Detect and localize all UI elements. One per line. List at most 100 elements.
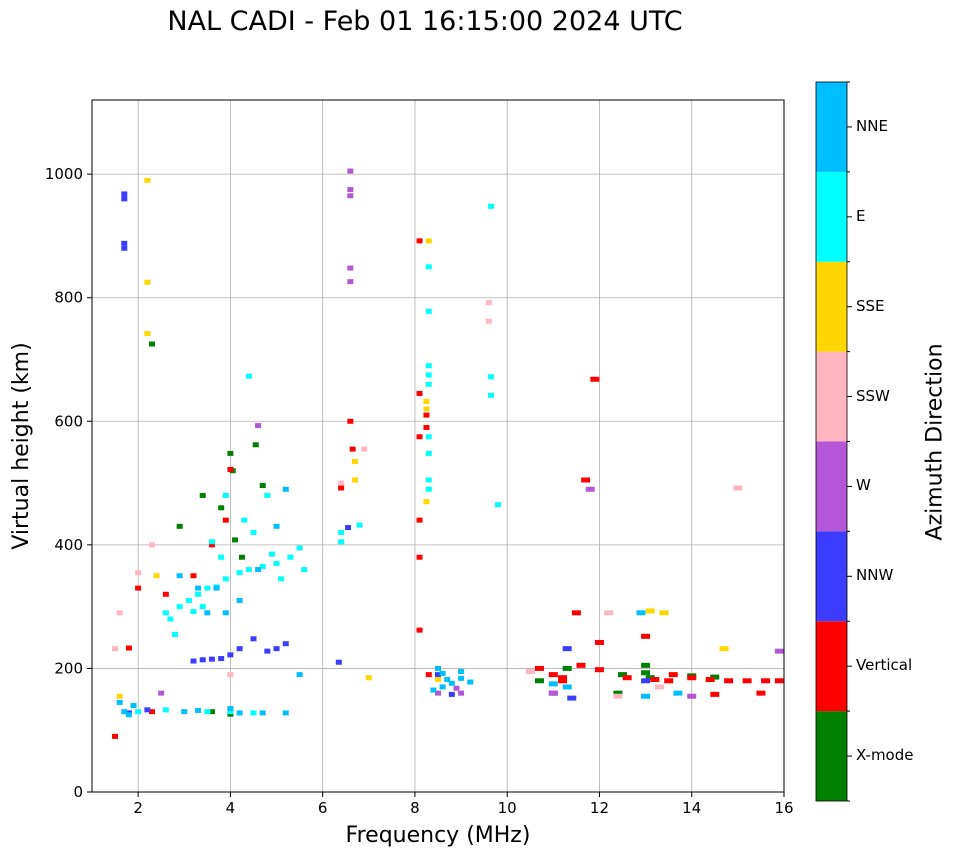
- data-point-e: [195, 591, 202, 597]
- data-point-vertical: [581, 477, 591, 483]
- data-point-nne: [439, 684, 446, 690]
- x-axis-ticks: 2 4 6 8 10 12 14 16: [133, 792, 794, 817]
- data-point-e: [245, 373, 252, 379]
- data-point-e: [176, 604, 183, 610]
- data-point-x-mode: [218, 505, 225, 511]
- data-point-vertical: [416, 434, 423, 440]
- y-axis-ticks: 0 200 400 600 800 1000: [45, 165, 92, 801]
- colorbar-label-e: E: [856, 206, 866, 225]
- data-point-nne: [213, 585, 220, 591]
- data-point-x-mode: [534, 678, 544, 684]
- data-point-vertical: [622, 675, 632, 681]
- data-point-nne: [282, 486, 289, 492]
- data-point-e: [273, 560, 280, 566]
- data-point-vertical: [710, 691, 720, 697]
- data-point-e: [250, 530, 257, 535]
- data-point-sse: [144, 331, 151, 337]
- data-point-nnw: [250, 636, 257, 642]
- data-point-nne: [636, 610, 646, 616]
- data-point-nnw: [435, 672, 441, 678]
- data-point-vertical: [423, 412, 430, 418]
- data-point-ssw: [733, 485, 743, 491]
- data-point-e: [264, 492, 271, 498]
- data-point-nnw: [199, 657, 206, 663]
- data-point-sse: [435, 677, 441, 683]
- data-point-vertical: [774, 678, 784, 684]
- data-point-nne: [259, 710, 266, 716]
- data-point-nnw: [121, 240, 128, 246]
- data-point-vertical: [668, 672, 678, 678]
- data-point-e: [172, 631, 179, 637]
- data-point-e: [425, 363, 432, 369]
- data-point-e: [135, 709, 142, 715]
- data-point-nnw: [236, 646, 243, 652]
- data-point-nne: [236, 710, 243, 716]
- data-point-e: [268, 551, 275, 557]
- data-point-e: [162, 707, 169, 713]
- data-point-ssw: [613, 693, 623, 699]
- data-point-e: [494, 502, 501, 508]
- data-point-ssw: [116, 610, 123, 616]
- data-point-w: [347, 279, 354, 285]
- colorbar-swatch-vertical: [816, 621, 847, 712]
- data-point-ssw: [135, 570, 142, 576]
- colorbar-label-nnw: NNW: [856, 566, 894, 585]
- x-tick-label: 6: [318, 799, 328, 817]
- data-point-sse: [423, 406, 430, 412]
- data-point-w: [347, 193, 354, 199]
- data-point-nne: [195, 585, 202, 591]
- data-point-vertical: [742, 678, 752, 684]
- data-point-sse: [659, 610, 669, 616]
- data-point-x-mode: [641, 670, 651, 676]
- colorbar-label-ssw: SSW: [856, 386, 890, 405]
- data-point-ssw: [604, 610, 614, 616]
- data-point-sse: [425, 238, 432, 244]
- data-point-ssw: [485, 300, 492, 306]
- y-tick-label: 400: [54, 536, 83, 554]
- y-axis-label: Virtual height (km): [9, 342, 34, 549]
- data-point-nnw: [190, 658, 197, 664]
- data-point-sse: [423, 399, 430, 405]
- data-point-e: [425, 381, 432, 387]
- data-point-e: [278, 576, 285, 582]
- data-point-nne: [296, 672, 303, 678]
- colorbar-swatch-ssw: [816, 351, 847, 442]
- data-point-ssw: [485, 318, 492, 324]
- data-point-w: [774, 648, 784, 654]
- data-point-e: [250, 710, 257, 716]
- data-point-e: [301, 567, 308, 573]
- data-point-e: [425, 450, 432, 456]
- data-point-e: [425, 477, 432, 483]
- colorbar-label-nne: NNE: [856, 116, 888, 135]
- data-point-e: [245, 567, 252, 573]
- data-point-nnw: [264, 648, 271, 654]
- data-point-e: [190, 609, 197, 615]
- plot-frame: [91, 99, 785, 793]
- y-tick-label: 0: [73, 783, 83, 801]
- x-axis-label: Frequency (MHz): [346, 823, 531, 848]
- data-point-w: [687, 693, 697, 699]
- data-point-vertical: [756, 690, 766, 696]
- data-point-ssw: [654, 684, 664, 690]
- data-point-nne: [236, 597, 243, 603]
- colorbar-label-sse: SSE: [856, 296, 885, 315]
- data-point-e: [204, 709, 211, 715]
- data-point-nne: [121, 709, 128, 715]
- x-tick-label: 12: [590, 799, 609, 817]
- data-point-vertical: [416, 390, 423, 396]
- data-point-nne: [458, 675, 465, 681]
- data-point-ssw: [525, 669, 535, 675]
- data-point-x-mode: [252, 442, 259, 448]
- data-point-e: [488, 203, 495, 209]
- data-point-x-mode: [710, 674, 720, 680]
- data-point-w: [347, 168, 354, 174]
- data-point-e: [162, 610, 169, 616]
- data-point-vertical: [594, 667, 604, 673]
- data-point-w: [548, 690, 558, 696]
- y-tick-label: 800: [54, 289, 83, 307]
- data-point-e: [425, 486, 432, 492]
- data-point-e: [199, 604, 206, 610]
- data-point-vertical: [227, 466, 234, 472]
- data-point-nnw: [448, 691, 455, 697]
- data-point-sse: [116, 693, 123, 699]
